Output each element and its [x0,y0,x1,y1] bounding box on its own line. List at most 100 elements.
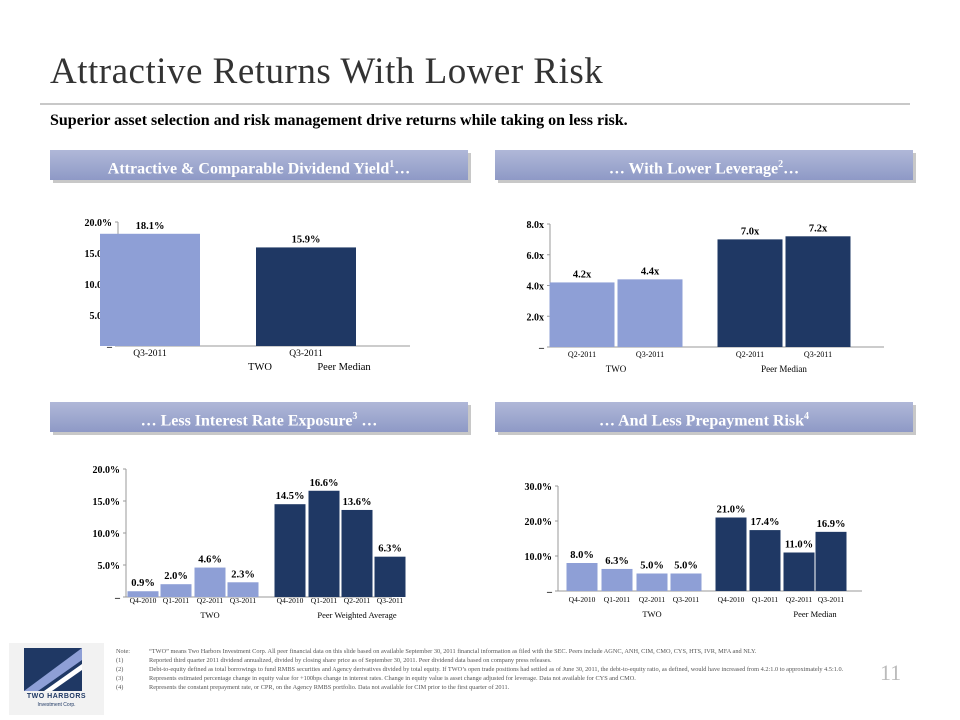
x-tick-label: Q3-2011 [818,595,845,604]
footnotes: Note: “TWO” means Two Harbors Investment … [116,648,906,693]
logo-tagline: Investment Corp. [37,702,76,708]
y-tick-label: 10.0% [525,552,553,563]
x-tick-label: Q2-2011 [639,595,666,604]
y-tick-label: 15.0% [85,249,113,260]
bar [308,490,340,597]
y-tick-label: 4.0x [527,282,545,293]
footnote-text: Debt-to-equity defined as total borrowin… [149,665,844,673]
group-label: Peer Median [317,362,371,373]
bar [100,233,200,346]
footnote: (2) Debt-to-equity defined as total borro… [116,666,906,675]
y-tick-label: 10.0% [93,529,121,540]
banner-footnote-ref: 4 [804,411,810,422]
bar-value-label: 5.0% [674,561,698,572]
footnote-text: “TWO” means Two Harbors Investment Corp.… [149,648,757,655]
banner-footnote-ref: 3 [352,411,358,422]
y-tick-label: – [114,593,121,604]
logo-name: TWO HARBORS [26,693,87,700]
bar-value-label: 6.3% [605,556,629,567]
banner-interest-rate: … Less Interest Rate Exposure3 … [50,402,468,432]
banner-footnote-ref: 2 [778,159,784,170]
bar [127,591,159,597]
bar-value-label: 2.3% [231,569,255,580]
bar [749,530,781,591]
y-tick-label: – [546,587,553,598]
bar [160,584,192,597]
bar [194,567,226,597]
bar-value-label: 21.0% [717,505,746,516]
footnote: (1) Reported third quarter 2011 dividend … [116,657,906,666]
bar-value-label: 18.1% [136,221,165,232]
x-tick-label: Q4-2010 [130,596,157,605]
y-tick-label: 2.0x [527,312,545,323]
footnote-mark: (2) [116,665,124,673]
banner-suffix: … [394,160,411,178]
bar [715,517,747,591]
y-tick-label: – [538,343,545,354]
banner-footnote-ref: 1 [389,159,395,170]
x-tick-label: Q3-2011 [133,349,167,359]
x-tick-label: Q2-2011 [197,596,224,605]
x-tick-label: Q2-2011 [568,350,596,359]
y-tick-label: 30.0% [525,482,553,493]
banner-text: … Less Interest Rate Exposure [140,412,353,430]
group-label: TWO [248,362,272,373]
bar [227,582,259,597]
bar-value-label: 5.0% [640,561,664,572]
footnote-mark: (4) [116,683,124,691]
bar [636,573,668,591]
y-tick-label: 20.0% [525,517,553,528]
y-tick-label: 10.0% [85,280,113,291]
group-label: TWO [606,364,627,374]
bar-value-label: 17.4% [751,517,780,528]
x-tick-label: Q1-2011 [311,596,338,605]
footnote: Note: “TWO” means Two Harbors Investment … [116,648,906,657]
page-number: 11 [880,660,902,685]
bar [785,236,851,347]
bar [717,239,783,347]
bar-value-label: 16.9% [817,519,846,530]
bar-value-label: 6.3% [378,544,402,555]
y-tick-label: 15.0% [93,497,121,508]
bar-value-label: 7.2x [809,223,828,234]
bar-value-label: 13.6% [343,497,372,508]
y-tick-label: 6.0x [527,251,545,262]
footnote: (3) Represents estimated percentage chang… [116,675,906,684]
banner-leverage: … With Lower Leverage2… [495,150,913,180]
bar [566,563,598,591]
bar-value-label: 4.6% [198,555,222,566]
y-tick-label: 8.0x [527,220,545,231]
footnote-mark: (3) [116,674,124,682]
bar-value-label: 2.0% [164,571,188,582]
group-label: TWO [200,610,219,620]
x-tick-label: Q3-2011 [230,596,257,605]
logo-mark-icon [24,648,82,691]
footnote: (4) Represents the constant prepayment ra… [116,684,906,693]
bar [815,531,847,591]
x-tick-label: Q2-2011 [786,595,813,604]
bar-value-label: 7.0x [741,226,760,237]
group-label: Peer Weighted Average [317,610,396,620]
bar [256,247,356,346]
banner-suffix: … [357,412,378,430]
y-tick-label: 20.0% [93,465,121,476]
y-tick-label: 20.0% [85,218,113,229]
x-tick-label: Q3-2011 [377,596,404,605]
y-tick-label: 5.0% [98,561,121,572]
x-tick-label: Q1-2011 [163,596,190,605]
bar-value-label: 16.6% [310,478,339,489]
bar [549,282,615,347]
footnote-text: Reported third quarter 2011 dividend ann… [149,656,552,664]
bar [341,509,373,597]
bar [783,552,815,591]
banner-text: … With Lower Leverage [608,160,779,178]
title-divider [40,103,910,105]
x-tick-label: Q1-2011 [752,595,779,604]
x-tick-label: Q4-2010 [277,596,304,605]
banner-text: … And Less Prepayment Risk [598,412,805,430]
x-tick-label: Q4-2010 [569,595,596,604]
x-tick-label: Q3-2011 [636,350,664,359]
bar-value-label: 14.5% [276,491,305,502]
bar-value-label: 4.2x [573,269,592,280]
